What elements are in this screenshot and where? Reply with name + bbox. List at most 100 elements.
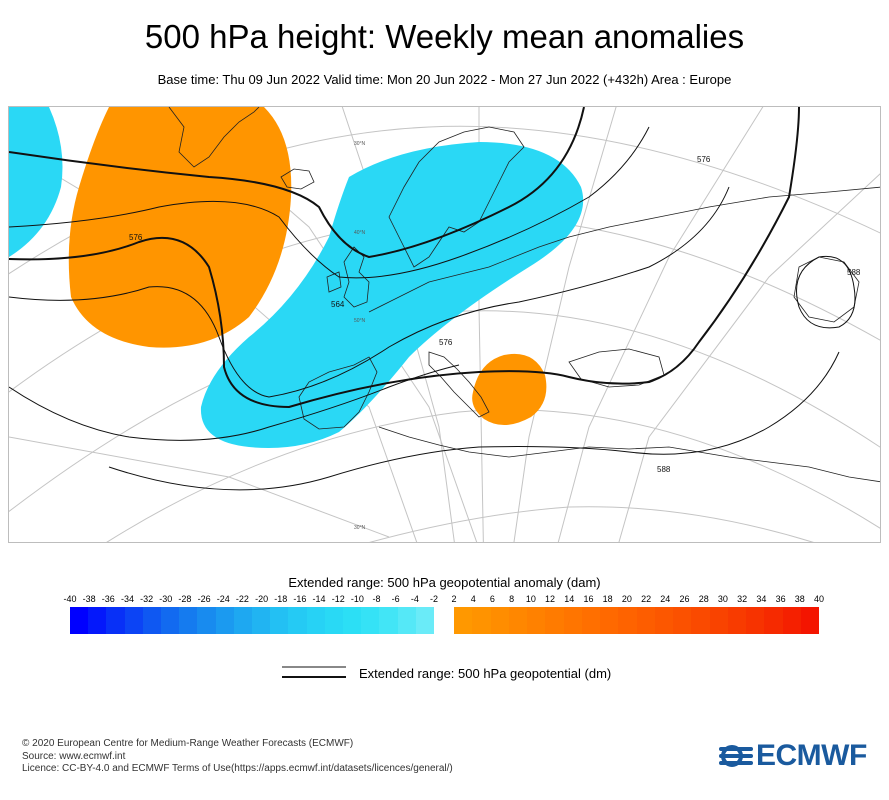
colorbar-swatch bbox=[764, 607, 783, 634]
colorbar-tick-label: 40 bbox=[813, 594, 825, 604]
colorbar-swatch bbox=[691, 607, 710, 634]
contour-line bbox=[9, 364, 460, 441]
colorbar-swatch bbox=[563, 607, 582, 634]
colorbar-swatch bbox=[527, 607, 546, 634]
colorbar-swatch bbox=[673, 607, 692, 634]
colorbar-tick-label: 36 bbox=[775, 594, 786, 604]
latitude-labels: 30°N 30°N 40°N 50°N bbox=[354, 141, 366, 531]
contour-label: 588 bbox=[847, 268, 861, 277]
contour-line bbox=[9, 186, 730, 398]
colorbar-swatch bbox=[106, 607, 125, 634]
colorbar-positive bbox=[454, 607, 819, 634]
latitude-label: 30°N bbox=[354, 525, 366, 531]
latitude-line bbox=[106, 409, 880, 542]
colorbar-tick-label: -18 bbox=[274, 594, 288, 604]
colorbar-swatch bbox=[270, 607, 289, 634]
colorbar-swatch bbox=[545, 607, 564, 634]
colorbar-swatch bbox=[397, 607, 416, 634]
contour-label: 588 bbox=[657, 465, 671, 474]
colorbar-swatch bbox=[636, 607, 655, 634]
colorbar-swatch bbox=[361, 607, 380, 634]
meridian-line bbox=[618, 173, 880, 542]
colorbar-tick-label: -8 bbox=[372, 594, 381, 604]
western-europe-coast bbox=[368, 186, 880, 313]
colorbar-tick-label: 30 bbox=[717, 594, 728, 604]
colorbar-tick-label: -26 bbox=[197, 594, 211, 604]
positive-anomaly-north-atlantic bbox=[68, 107, 292, 348]
colorbar-swatch bbox=[709, 607, 728, 634]
colorbar-tick-label: 16 bbox=[583, 594, 594, 604]
page-subtitle: Base time: Thu 09 Jun 2022 Valid time: M… bbox=[157, 72, 732, 87]
negative-anomaly-northwest bbox=[9, 107, 63, 257]
colorbar-swatch bbox=[233, 607, 253, 634]
colorbar-swatch bbox=[415, 607, 435, 634]
iceland-coast bbox=[280, 168, 315, 190]
licence-line: Licence: CC-BY-4.0 and ECMWF Terms of Us… bbox=[22, 763, 453, 774]
meridian-line bbox=[513, 107, 617, 542]
colorbar-tick-label: 10 bbox=[525, 594, 536, 604]
copyright-line: © 2020 European Centre for Medium-Range … bbox=[22, 738, 354, 749]
colorbar-tick-label: 6 bbox=[489, 594, 495, 604]
colorbar-tick-label: -34 bbox=[120, 594, 134, 604]
colorbar-swatch bbox=[197, 607, 216, 634]
contour-line bbox=[9, 107, 800, 409]
meridian-line bbox=[9, 436, 390, 538]
geopotential-contours bbox=[9, 107, 856, 491]
anomaly-map: 576 564 576 588 588 576 30°N 30°N 40°N 5… bbox=[8, 106, 881, 543]
colorbar-negative bbox=[70, 607, 435, 634]
contour-labels: 576 564 576 588 588 576 bbox=[129, 155, 861, 474]
latitude-label: 40°N bbox=[354, 230, 366, 236]
colorbar-swatch bbox=[618, 607, 637, 634]
contour-label: 564 bbox=[331, 300, 345, 309]
contour-line-legend-label: Extended range: 500 hPa geopotential (dm… bbox=[359, 666, 612, 681]
colorbar-title: Extended range: 500 hPa geopotential ano… bbox=[288, 575, 601, 590]
caspian-coast bbox=[793, 256, 860, 323]
scandinavia-coast bbox=[388, 126, 525, 268]
colorbar-tick-label: -32 bbox=[140, 594, 154, 604]
ecmwf-logo-text: ECMWF bbox=[756, 739, 867, 772]
colorbar-tick-label: 14 bbox=[564, 594, 575, 604]
colorbar-tick-label: 22 bbox=[641, 594, 652, 604]
colorbar-tick-label: -28 bbox=[178, 594, 192, 604]
latitude-label: 30°N bbox=[354, 141, 366, 147]
meridian-line bbox=[557, 107, 764, 542]
colorbar-tick-label: 38 bbox=[794, 594, 805, 604]
colorbar-tick-label: 4 bbox=[470, 594, 476, 604]
colorbar-swatch bbox=[252, 607, 271, 634]
contour-line-legend-icon bbox=[282, 666, 346, 678]
colorbar-tick-label: -36 bbox=[101, 594, 115, 604]
colorbar-tick-label: 2 bbox=[451, 594, 457, 604]
colorbar-swatch bbox=[161, 607, 180, 634]
colorbar-tick-label: 26 bbox=[679, 594, 690, 604]
page-title: 500 hPa height: Weekly mean anomalies bbox=[144, 18, 745, 55]
greenland-coast bbox=[168, 107, 260, 168]
colorbar-tick-label: 8 bbox=[509, 594, 515, 604]
iberia-coast bbox=[298, 356, 378, 430]
colorbar-swatch bbox=[379, 607, 398, 634]
colorbar-swatch bbox=[215, 607, 234, 634]
mediterranean-coast bbox=[378, 426, 880, 483]
colorbar-swatch bbox=[490, 607, 509, 634]
colorbar-tick-label: -10 bbox=[350, 594, 364, 604]
colorbar-swatch bbox=[800, 607, 819, 634]
colorbar-tick-label: -40 bbox=[63, 594, 77, 604]
contour-label: 576 bbox=[129, 233, 143, 242]
ecmwf-logo: ECMWF bbox=[719, 739, 867, 773]
anomaly-fields bbox=[9, 107, 584, 448]
colorbar-tick-label: -6 bbox=[391, 594, 400, 604]
colorbar-tick-label: 20 bbox=[621, 594, 632, 604]
negative-anomaly-atlantic-europe bbox=[200, 142, 584, 448]
contour-label: 576 bbox=[697, 155, 711, 164]
colorbar-tick-label: -22 bbox=[235, 594, 249, 604]
latitude-line bbox=[369, 506, 814, 542]
latitude-label: 50°N bbox=[354, 318, 366, 324]
colorbar-swatch bbox=[746, 607, 765, 634]
contour-line bbox=[796, 255, 856, 329]
positive-anomaly-balkans bbox=[472, 353, 547, 426]
colorbar-tick-label: -4 bbox=[410, 594, 419, 604]
map-canvas: 576 564 576 588 588 576 30°N 30°N 40°N 5… bbox=[9, 107, 880, 542]
colorbar-swatch bbox=[654, 607, 673, 634]
colorbar-swatch bbox=[581, 607, 600, 634]
contour-line bbox=[108, 351, 840, 491]
colorbar-tick-label: -14 bbox=[312, 594, 326, 604]
